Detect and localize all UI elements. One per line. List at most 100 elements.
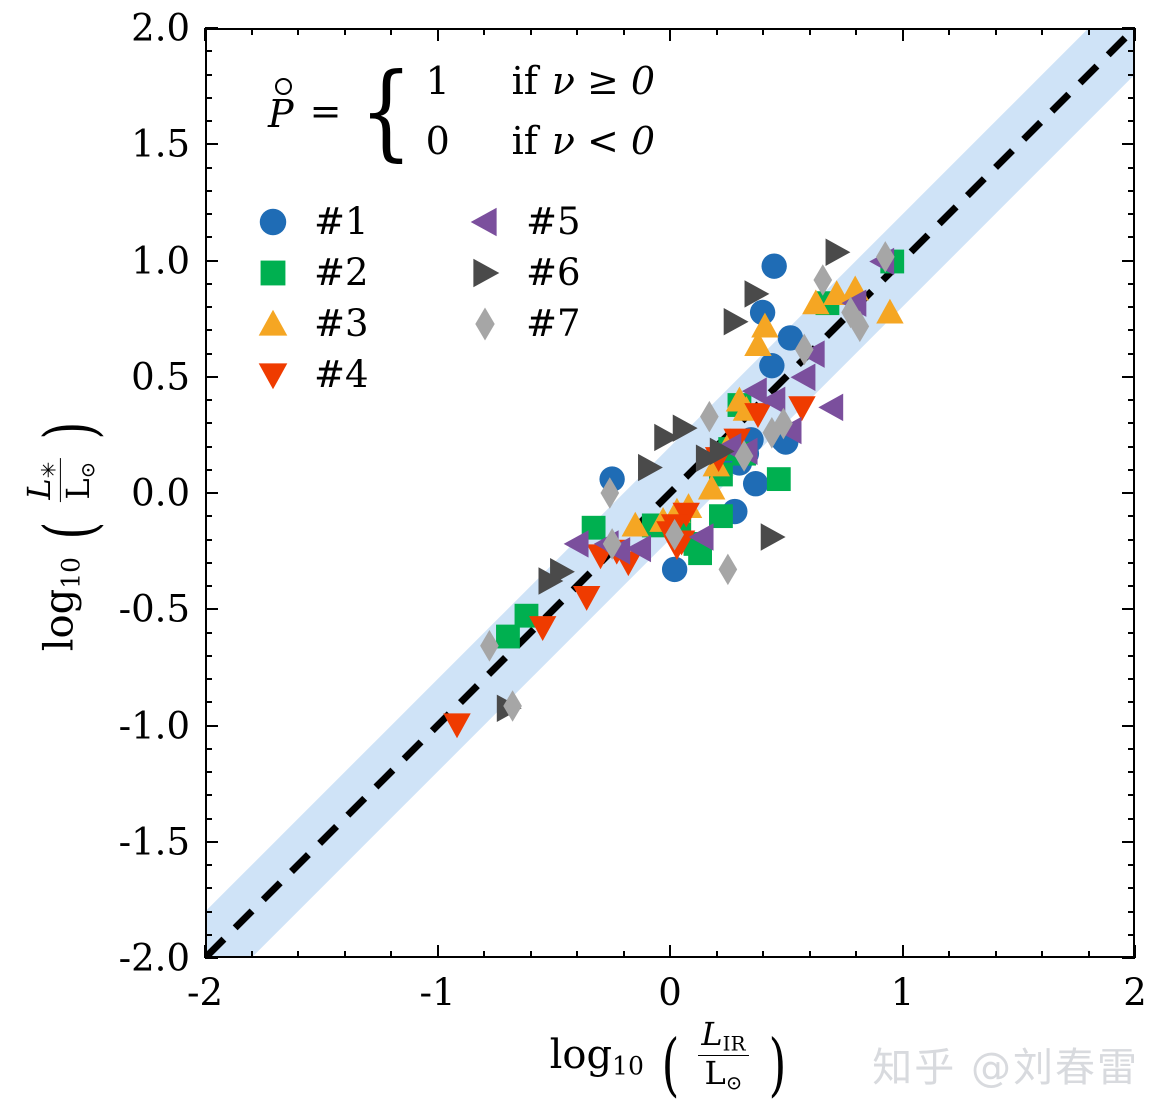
y-tick-label: 0.5 (131, 355, 190, 399)
marker-diamond (600, 477, 620, 509)
marker-triangle-left (605, 537, 631, 565)
annotation-equals: = (309, 89, 342, 133)
legend-label: #6 (526, 251, 581, 294)
case-value: 0 (425, 119, 450, 163)
marker-triangle-left (688, 523, 714, 551)
left-brace-icon: { (360, 49, 413, 172)
marker-triangle-left (799, 340, 825, 368)
triangle-right-icon (473, 258, 500, 287)
marker-triangle-up (751, 312, 779, 338)
ring-accent-icon (275, 78, 292, 95)
y-log-base: 10 (56, 556, 86, 589)
marker-diamond (850, 310, 870, 343)
data-layer (207, 30, 1133, 956)
legend-label: #7 (526, 302, 581, 345)
plot-area (205, 28, 1135, 958)
y-tick-label: -1.5 (118, 820, 190, 864)
marker-circle (777, 325, 804, 351)
x-den-subscript: ⊙ (725, 1071, 743, 1095)
y-num-symbol: L (19, 478, 58, 500)
marker-square (496, 624, 520, 649)
marker-square (709, 504, 733, 529)
marker-triangle-up (802, 289, 830, 315)
annotation-lhs: P = (268, 78, 342, 136)
marker-diamond (762, 417, 782, 449)
case-row: 0 if ν < 0 (426, 122, 656, 160)
marker-circle (742, 471, 769, 497)
case-condition: ν ≥ 0 (551, 59, 656, 103)
case-condition: ν < 0 (551, 119, 656, 163)
x-log-base: 10 (612, 1051, 645, 1081)
marker-circle (759, 352, 785, 379)
marker-triangle-down (443, 713, 471, 739)
marker-triangle-right (638, 453, 663, 482)
x-num-subscript: IR (722, 1032, 746, 1056)
legend-marker-n1[interactable] (252, 201, 294, 243)
annotation-cases: 1 if ν ≥ 0 0 if ν < 0 (426, 62, 656, 160)
marker-diamond (503, 690, 522, 722)
marker-square (688, 541, 713, 566)
y-tick-label: -2.0 (118, 936, 190, 980)
marker-triangle-left (626, 534, 652, 563)
left-paren-icon: ( (30, 521, 111, 540)
marker-triangle-up (697, 474, 726, 500)
marker-triangle-left (741, 377, 767, 405)
p-ring-symbol: P (268, 78, 294, 136)
y-tick-label: 0.0 (131, 471, 190, 515)
legend-marker-n6[interactable] (464, 252, 506, 294)
marker-diamond (813, 264, 833, 296)
marker-diamond (841, 296, 860, 329)
marker-diamond (875, 241, 895, 273)
marker-triangle-right (672, 414, 698, 442)
legend-marker-n2[interactable] (252, 252, 294, 294)
x-num-symbol: L (701, 1015, 723, 1053)
x-tick-label: 2 (1123, 971, 1147, 1014)
x-denominator: L⊙ (698, 1056, 748, 1093)
y-denominator: L⊙ (59, 458, 100, 502)
marker-triangle-up (876, 298, 904, 324)
marker-triangle-left (790, 363, 816, 391)
circle-icon (259, 208, 287, 235)
watermark: 知乎 @刘春雷 (872, 1045, 1139, 1091)
case-if-keyword: if (511, 119, 538, 163)
marker-square (260, 260, 286, 285)
marker-triangle-right (760, 523, 786, 551)
marker-triangle-down (744, 403, 772, 429)
y-tick-label: 1.0 (131, 239, 190, 282)
x-tick-label: -1 (419, 971, 456, 1014)
marker-triangle-down (258, 362, 288, 389)
square-icon (260, 260, 286, 285)
legend-label: #5 (526, 200, 581, 243)
case-value: 1 (425, 59, 450, 103)
legend-marker-n4[interactable] (252, 354, 294, 396)
marker-diamond (602, 528, 622, 560)
marker-triangle-right (744, 280, 770, 308)
y-tick-label: 1.5 (131, 122, 190, 166)
right-paren-icon: ) (768, 1025, 786, 1106)
legend-label: #1 (314, 200, 369, 243)
marker-triangle-up (744, 331, 772, 356)
legend-marker-n3[interactable] (252, 303, 294, 345)
annotation-symbol: P (268, 92, 294, 136)
y-log-text: log (36, 588, 83, 652)
marker-triangle-left (818, 393, 844, 422)
legend-label: #4 (314, 353, 369, 396)
x-tick-label: -2 (186, 971, 224, 1014)
marker-triangle-right (550, 557, 575, 586)
marker-triangle-up (621, 511, 649, 537)
x-den-symbol: L (704, 1054, 726, 1093)
case-row: 1 if ν ≥ 0 (426, 62, 656, 100)
triangle-left-icon (470, 207, 497, 236)
piecewise-annotation: P = { 1 if ν ≥ 0 0 if ν < 0 (268, 49, 656, 172)
left-paren-icon: ( (661, 1025, 680, 1106)
legend-marker-n7[interactable] (464, 303, 506, 345)
marker-triangle-up (258, 309, 288, 336)
legend-marker-n5[interactable] (464, 201, 506, 243)
y-num-subscript: ✳ (37, 461, 61, 479)
marker-triangle-right (695, 444, 721, 472)
case-if-keyword: if (511, 59, 538, 103)
x-axis-label: log10 ( LIR L⊙ ) (205, 1018, 1135, 1100)
marker-triangle-left (563, 530, 589, 558)
y-den-symbol: L (59, 478, 98, 500)
